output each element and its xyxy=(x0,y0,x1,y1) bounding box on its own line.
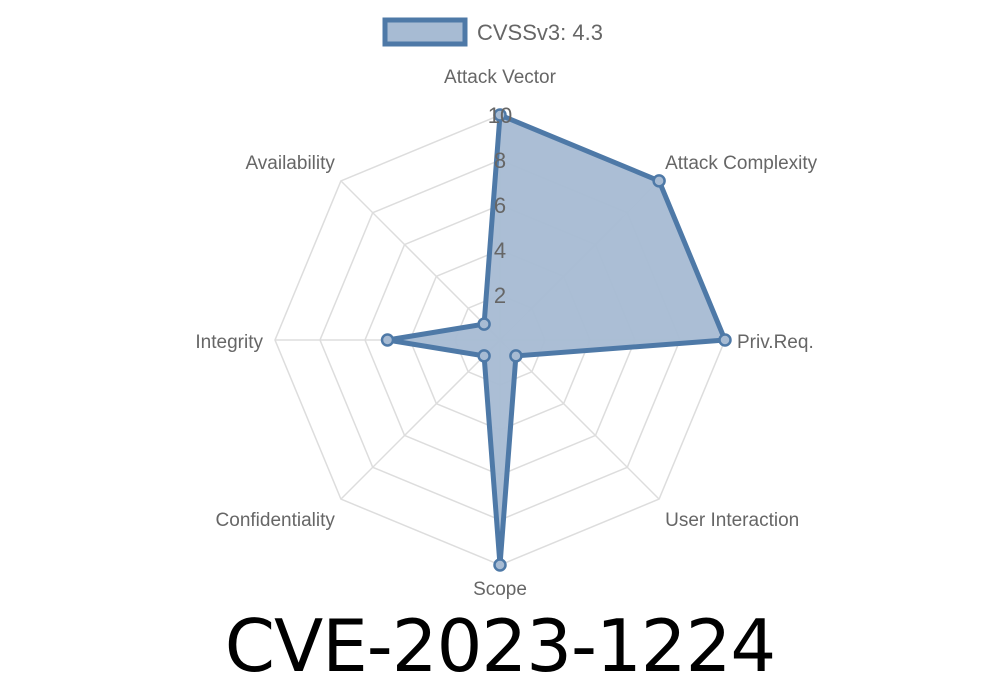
grid-spoke xyxy=(499,339,660,500)
data-point[interactable] xyxy=(477,349,491,363)
tick-labels: 2 4 6 8 10 xyxy=(488,103,512,308)
axis-label: Attack Complexity xyxy=(665,153,818,174)
data-point[interactable] xyxy=(718,333,732,347)
axis-label: Priv.Req. xyxy=(737,332,814,353)
data-point[interactable] xyxy=(509,349,523,363)
tick-label: 8 xyxy=(494,148,506,173)
tick-label: 2 xyxy=(494,283,506,308)
tick-label: 6 xyxy=(494,193,506,218)
axis-label: Integrity xyxy=(195,332,263,353)
axis-labels: Attack Vector Attack Complexity Priv.Req. U… xyxy=(195,67,817,600)
tick-label: 4 xyxy=(494,238,506,263)
data-point[interactable] xyxy=(493,558,507,572)
grid-spoke xyxy=(340,180,501,341)
data-point[interactable] xyxy=(477,317,491,331)
tick-label: 10 xyxy=(488,103,512,128)
axis-label: Scope xyxy=(473,579,527,600)
axis-label: Confidentiality xyxy=(216,510,336,531)
legend-label: CVSSv3: 4.3 xyxy=(477,20,603,45)
chart-title: CVE-2023-1224 xyxy=(224,604,776,688)
grid-spoke xyxy=(340,339,501,500)
axis-label: Availability xyxy=(245,153,335,174)
data-point[interactable] xyxy=(493,108,507,122)
axis-label: Attack Vector xyxy=(444,67,557,88)
legend-swatch xyxy=(382,17,468,47)
legend[interactable]: CVSSv3: 4.3 xyxy=(382,17,603,47)
data-point[interactable] xyxy=(380,333,395,347)
axis-label: User Interaction xyxy=(665,510,799,531)
series xyxy=(380,108,732,572)
data-point[interactable] xyxy=(652,174,666,188)
